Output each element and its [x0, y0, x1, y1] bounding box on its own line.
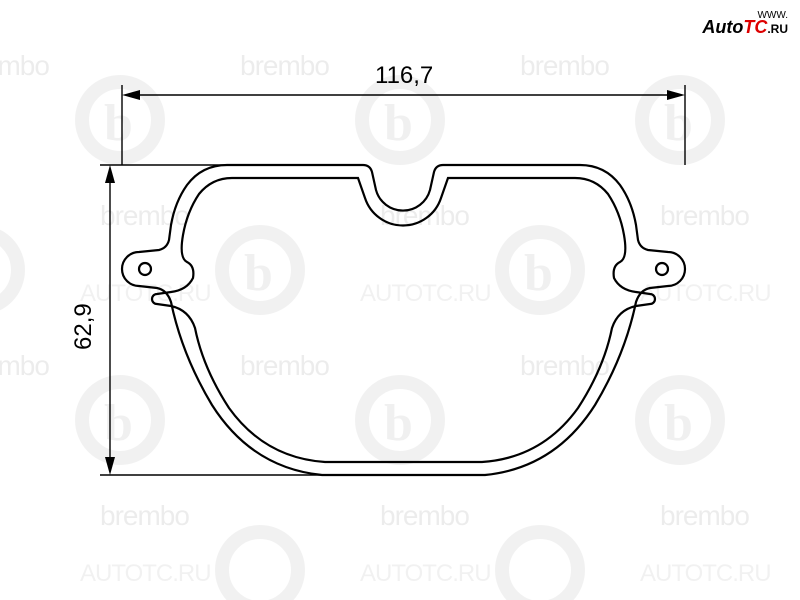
dim-width-value: 116,7 — [375, 62, 433, 90]
svg-text:b: b — [244, 245, 273, 302]
technical-drawing: b b b b b b b b — [0, 0, 800, 600]
mount-hole-right — [656, 263, 668, 275]
logo-tc: TC — [743, 17, 767, 37]
drawing-canvas: { "dimensions": { "width_mm": "116,7", "… — [0, 0, 800, 600]
logo-auto: Auto — [702, 17, 743, 37]
site-logo: WWW. AutoTC.RU — [702, 10, 788, 38]
dim-height-value: 62,9 — [70, 303, 98, 350]
svg-text:b: b — [384, 95, 413, 152]
svg-text:b: b — [384, 395, 413, 452]
logo-ru: .RU — [767, 22, 788, 36]
svg-text:b: b — [104, 395, 133, 452]
dim-height — [100, 165, 322, 475]
svg-text:b: b — [664, 395, 693, 452]
bg-motif: b b b b b b b b — [0, 82, 718, 600]
svg-text:b: b — [524, 245, 553, 302]
svg-text:b: b — [664, 95, 693, 152]
mount-hole-left — [139, 263, 151, 275]
svg-text:b: b — [104, 95, 133, 152]
